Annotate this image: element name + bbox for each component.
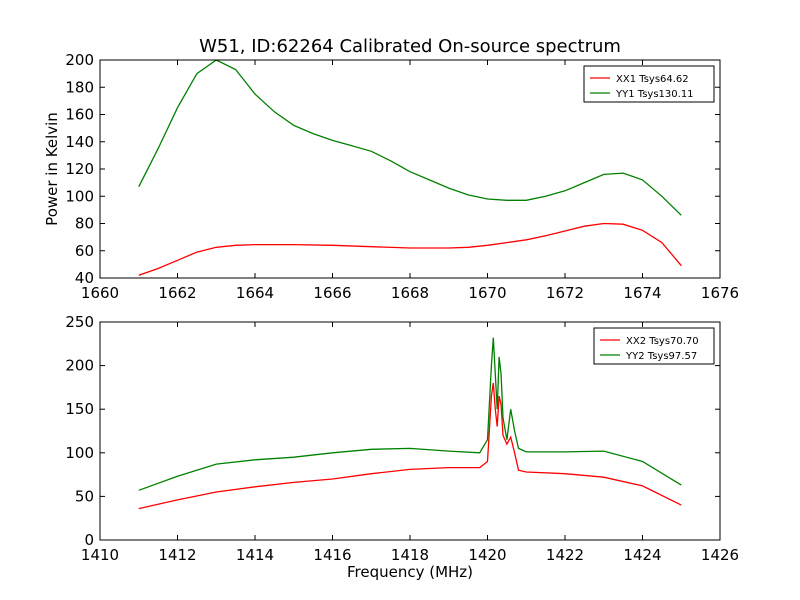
y-tick-label: 80 (75, 215, 94, 233)
legend-box (583, 65, 715, 103)
bottom-spectrum-panel: 1410 1412 1414 1416 1418 1420 1422 1424 1426 0 50 1… (65, 313, 739, 581)
y-tick-label: 250 (65, 313, 94, 331)
x-tick-label: 1416 (313, 546, 351, 564)
y-tick-label: 160 (65, 106, 94, 124)
y-tick-label: 100 (65, 187, 94, 205)
figure-title: W51, ID:62264 Calibrated On-source spect… (199, 36, 621, 57)
x-tick-label: 1410 (81, 546, 119, 564)
x-tick-label: 1412 (158, 546, 196, 564)
x-axis-label: Frequency (MHz) (347, 563, 473, 581)
x-tick-label: 1426 (701, 546, 739, 564)
x-tick-label: 1418 (391, 546, 429, 564)
x-tick-label: 1662 (158, 284, 196, 302)
x-tick-label: 1664 (236, 284, 274, 302)
legend: XX1 Tsys64.62 YY1 Tsys130.11 (583, 65, 715, 103)
top-spectrum-panel: 1660 1662 1664 1666 1668 1670 1672 1674 1676 40 60… (43, 51, 739, 302)
x-tick-label: 1666 (313, 284, 351, 302)
x-tick-label: 1420 (468, 546, 506, 564)
series-line-xx (138, 382, 682, 510)
y-tick-label: 180 (65, 78, 94, 96)
legend: XX2 Tsys70.70 YY2 Tsys97.57 (593, 327, 715, 365)
y-tick-label: 40 (75, 269, 94, 287)
y-tick-label: 50 (75, 487, 94, 505)
series-line-yy (138, 59, 682, 216)
y-tick-label: 140 (65, 133, 94, 151)
x-tick-label: 1676 (701, 284, 739, 302)
y-tick-label: 200 (65, 357, 94, 375)
legend-entry: XX1 Tsys64.62 (616, 74, 689, 85)
series-line-yy (138, 337, 682, 491)
legend-box (593, 327, 715, 365)
x-tick-label: 1414 (236, 546, 274, 564)
x-tick-label: 1424 (623, 546, 661, 564)
y-tick-label: 120 (65, 160, 94, 178)
y-tick-label: 100 (65, 444, 94, 462)
legend-entry: YY2 Tsys97.57 (625, 351, 697, 362)
legend-entry: XX2 Tsys70.70 (626, 336, 699, 347)
x-tick-label: 1674 (623, 284, 661, 302)
legend-entry: YY1 Tsys130.11 (615, 89, 694, 100)
y-tick-label: 60 (75, 242, 94, 260)
y-tick-label: 150 (65, 400, 94, 418)
x-tick-label: 1672 (546, 284, 584, 302)
series-line-xx (138, 222, 682, 276)
x-tick-label: 1422 (546, 546, 584, 564)
y-axis-label: Power in Kelvin (43, 112, 61, 226)
x-tick-label: 1668 (391, 284, 429, 302)
y-tick-label: 0 (84, 531, 94, 549)
x-tick-label: 1670 (468, 284, 506, 302)
y-tick-label: 200 (65, 51, 94, 69)
x-tick-label: 1660 (81, 284, 119, 302)
